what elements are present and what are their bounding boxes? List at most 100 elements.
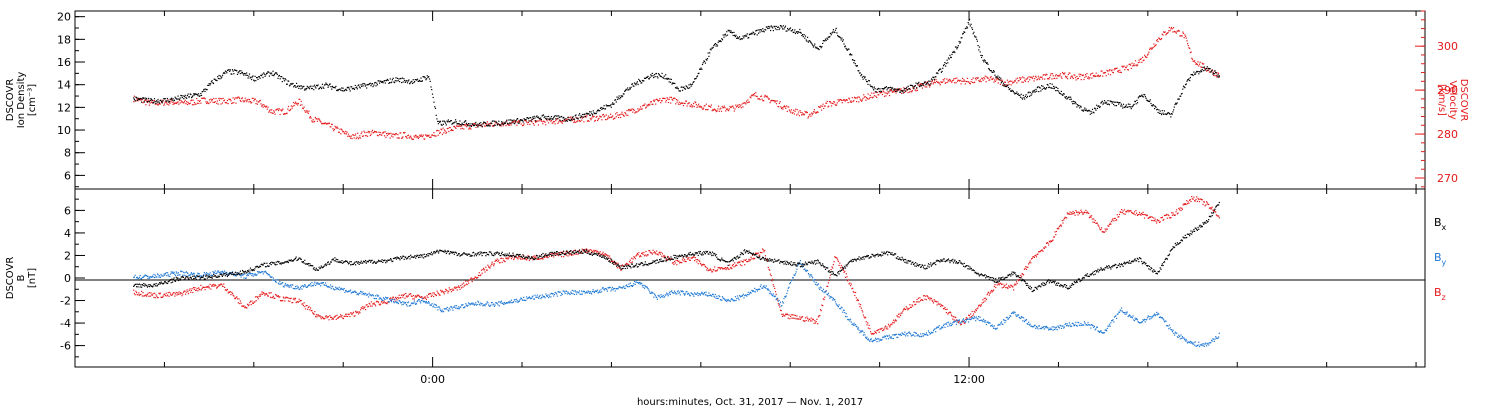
data-point xyxy=(1098,75,1100,78)
data-point xyxy=(485,122,487,124)
data-point xyxy=(249,273,251,275)
data-point xyxy=(800,317,802,319)
data-point xyxy=(164,101,166,103)
data-point xyxy=(1170,217,1172,219)
data-point xyxy=(1098,105,1100,107)
data-point xyxy=(1114,105,1116,107)
data-point xyxy=(189,288,191,290)
data-point xyxy=(623,115,625,117)
data-point xyxy=(297,85,299,87)
data-point xyxy=(444,130,446,132)
data-point xyxy=(669,96,671,98)
data-point xyxy=(300,299,302,302)
data-point xyxy=(1184,87,1186,89)
data-point xyxy=(335,318,337,320)
data-point xyxy=(1114,217,1116,219)
data-point xyxy=(1138,211,1141,214)
data-point xyxy=(789,110,791,112)
data-point xyxy=(1214,75,1216,77)
data-point xyxy=(1043,74,1045,76)
data-point xyxy=(424,134,427,136)
data-point xyxy=(1151,47,1153,49)
data-point xyxy=(442,123,444,125)
data-point xyxy=(599,110,601,112)
data-point xyxy=(256,100,258,102)
data-point xyxy=(883,88,885,90)
data-point xyxy=(651,252,653,254)
data-point xyxy=(183,290,185,292)
data-point xyxy=(843,99,845,101)
data-point xyxy=(675,103,677,105)
data-point xyxy=(1075,210,1077,212)
data-point xyxy=(1043,87,1045,89)
data-point xyxy=(589,117,591,120)
data-point xyxy=(1113,101,1115,103)
data-point xyxy=(385,136,387,138)
data-point xyxy=(668,98,670,100)
data-point xyxy=(516,124,518,126)
data-point xyxy=(827,106,829,108)
data-point xyxy=(692,105,694,107)
data-point xyxy=(1028,91,1030,93)
data-point xyxy=(885,87,887,89)
data-point xyxy=(393,133,395,135)
data-point xyxy=(137,100,139,102)
data-point xyxy=(599,116,602,118)
data-point xyxy=(206,273,208,275)
data-point xyxy=(597,109,599,111)
data-point xyxy=(282,300,284,302)
data-point xyxy=(1005,85,1007,87)
data-point xyxy=(256,77,258,79)
data-point xyxy=(228,291,230,293)
data-point xyxy=(310,117,312,119)
data-point xyxy=(889,326,891,328)
data-point xyxy=(986,62,988,65)
data-point xyxy=(268,71,270,73)
data-point xyxy=(569,117,571,119)
data-point xyxy=(234,69,236,71)
data-point xyxy=(180,94,182,97)
data-point xyxy=(377,301,379,303)
data-point xyxy=(758,98,760,100)
data-point xyxy=(892,319,895,321)
data-point xyxy=(660,100,662,102)
data-point xyxy=(554,115,556,117)
data-point xyxy=(531,121,533,123)
data-point xyxy=(566,118,568,120)
data-point xyxy=(596,251,598,253)
data-point xyxy=(687,103,689,105)
data-point xyxy=(294,299,296,301)
data-point xyxy=(506,123,509,126)
tick-label: 20 xyxy=(57,11,71,24)
data-point xyxy=(234,98,236,100)
data-point xyxy=(428,134,430,136)
data-point xyxy=(636,82,638,84)
data-point xyxy=(446,290,448,292)
data-point xyxy=(560,121,562,123)
data-point xyxy=(1168,112,1170,115)
data-point xyxy=(699,262,701,264)
data-point xyxy=(504,261,506,263)
data-point xyxy=(516,118,518,120)
data-point xyxy=(990,70,993,72)
data-point xyxy=(1103,72,1105,74)
data-point xyxy=(153,100,156,102)
data-point xyxy=(304,308,307,310)
data-point xyxy=(716,110,718,112)
data-point xyxy=(1189,51,1191,54)
data-point xyxy=(254,296,257,298)
data-point xyxy=(745,34,747,36)
data-point xyxy=(436,130,438,132)
data-point xyxy=(144,97,146,99)
data-point xyxy=(909,88,911,91)
data-point xyxy=(419,296,421,298)
data-point xyxy=(241,71,243,73)
data-point xyxy=(946,59,948,61)
data-point xyxy=(812,112,814,114)
data-point xyxy=(897,88,899,90)
data-point xyxy=(374,82,376,84)
data-point xyxy=(945,82,947,84)
data-point xyxy=(670,81,672,83)
data-point xyxy=(263,271,265,273)
data-point xyxy=(1082,74,1084,77)
